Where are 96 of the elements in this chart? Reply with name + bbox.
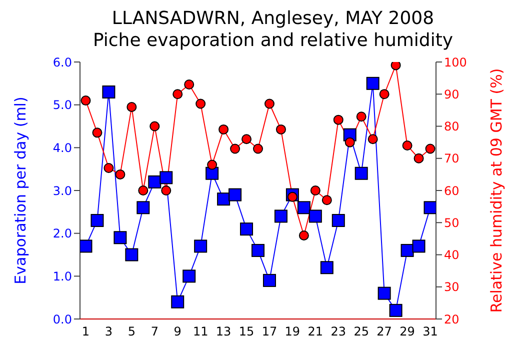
point [332, 214, 345, 227]
point [207, 160, 218, 170]
point [148, 175, 162, 188]
point [160, 171, 173, 184]
x-tick-label: 23 [330, 324, 346, 339]
point [115, 169, 126, 180]
point [264, 98, 274, 109]
point [379, 89, 390, 100]
point [425, 144, 436, 154]
point [228, 188, 242, 202]
y-tick-label: 5.0 [52, 98, 72, 112]
point [378, 286, 391, 300]
point [298, 230, 309, 240]
x-tick-label: 15 [238, 324, 254, 339]
point [172, 89, 183, 100]
point [217, 192, 230, 206]
y2-tick-label: 40 [444, 248, 460, 262]
point [402, 140, 412, 151]
point [310, 186, 320, 196]
y2-tick-label: 90 [444, 87, 460, 102]
x-tick-label: 9 [174, 324, 182, 339]
point [182, 270, 196, 283]
point [138, 186, 148, 196]
y-tick-label: 2.0 [52, 226, 72, 241]
y2-tick-label: 70 [444, 152, 460, 166]
point [136, 201, 150, 214]
point [424, 201, 436, 214]
chart-title: LLANSADWRN, Anglesey, MAY 2008 [110, 8, 436, 30]
y-axis-title: Evaporation per day (ml) [11, 96, 30, 284]
y-tick-label: 1.0 [52, 269, 72, 284]
point [344, 137, 355, 148]
point [126, 102, 137, 112]
point [92, 128, 102, 138]
point [308, 210, 322, 223]
point [242, 134, 252, 144]
point [196, 98, 206, 109]
point [171, 295, 184, 308]
x-tick-label: 17 [262, 324, 278, 339]
point [184, 79, 194, 90]
point [161, 186, 172, 196]
point [206, 166, 219, 180]
point [90, 214, 104, 227]
point [114, 231, 127, 244]
y2-tick-label: 60 [444, 184, 460, 198]
chart-subtitle: Piche evaporation and relative humidity [92, 30, 454, 52]
x-tick-label: 11 [192, 324, 208, 339]
point [230, 144, 240, 154]
x-tick-label: 7 [150, 324, 158, 339]
point [366, 76, 380, 90]
point [150, 121, 160, 132]
point [322, 195, 332, 206]
y2-tick-label: 50 [444, 216, 460, 230]
point [218, 124, 229, 134]
point [240, 222, 254, 236]
point [125, 248, 138, 262]
point [333, 114, 344, 125]
y-tick-label: 0.0 [52, 312, 72, 326]
x-tick-label: 1 [82, 324, 90, 339]
x-tick-label: 19 [284, 324, 300, 339]
point [253, 144, 263, 154]
x-tick-label: 25 [354, 324, 369, 339]
y-tick-label: 3.0 [52, 184, 72, 198]
point [390, 62, 401, 70]
x-tick-label: 31 [422, 324, 438, 339]
y-tick-label: 4.0 [52, 140, 72, 155]
y-tick-label: 6.0 [52, 55, 72, 70]
point [80, 96, 91, 106]
point [262, 274, 276, 287]
point [389, 304, 402, 317]
point [104, 163, 114, 174]
point [400, 244, 414, 257]
point [102, 85, 116, 98]
point [194, 240, 208, 253]
point [320, 261, 334, 274]
y2-tick-label: 80 [444, 120, 460, 134]
x-tick-label: 29 [400, 324, 415, 339]
x-tick-label: 3 [104, 324, 113, 339]
point [252, 244, 264, 257]
x-tick-label: 27 [376, 324, 392, 339]
point [354, 166, 368, 180]
point [414, 153, 424, 164]
x-tick-label: 5 [128, 324, 136, 339]
x-tick-label: 21 [308, 324, 324, 339]
point [276, 124, 286, 134]
point [274, 210, 288, 223]
point [80, 240, 92, 253]
point [297, 201, 310, 214]
point [287, 192, 298, 202]
y2-tick-label: 30 [444, 280, 460, 294]
x-tick-label: 13 [216, 324, 232, 339]
y2-tick-label: 100 [444, 55, 467, 70]
y2-axis-title: Relative humidity at 09 GMT (%) [487, 68, 506, 313]
y2-tick-label: 20 [444, 312, 460, 326]
point [412, 240, 426, 253]
point [356, 112, 366, 122]
point [368, 134, 378, 144]
